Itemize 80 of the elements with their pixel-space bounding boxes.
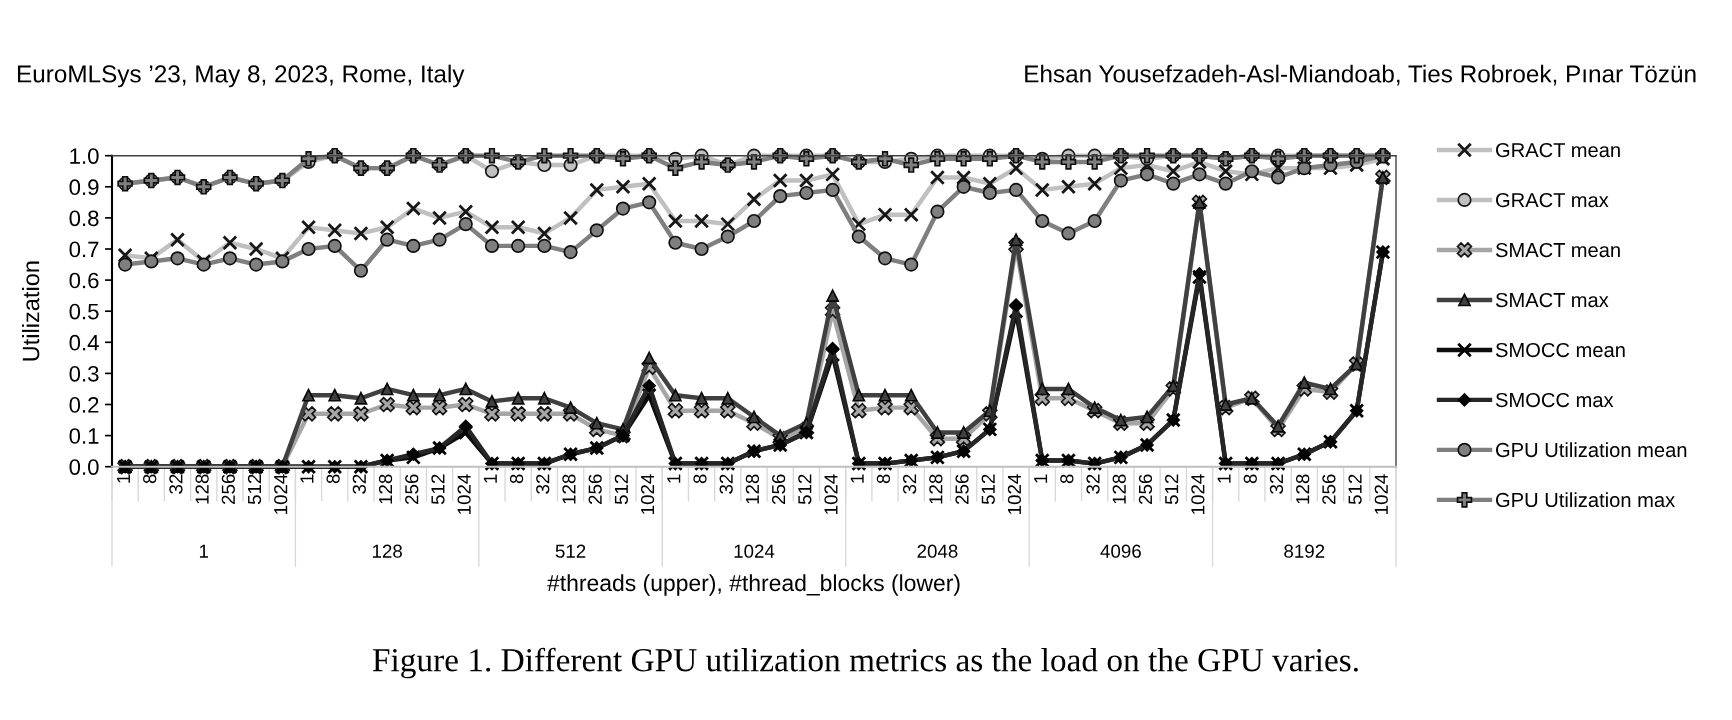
x-tick-label: 8: [1243, 474, 1257, 484]
text: 1024: [734, 544, 775, 558]
legend-label: GRACT mean: [1496, 142, 1620, 158]
x-tick-label: 8: [1060, 474, 1074, 484]
x-tick-label: 1: [117, 474, 130, 483]
x-tick-label: 512: [981, 474, 995, 505]
legend-label: GRACT max: [1496, 192, 1609, 208]
x-tick-label: 256: [405, 474, 419, 504]
x-tick-label: 128: [378, 474, 393, 504]
x-tick-label: 512: [798, 474, 812, 505]
x-tick-label: 32: [536, 474, 550, 494]
text: 2048: [917, 544, 958, 558]
y-tick-label: 0.2: [69, 397, 99, 413]
x-tick-label: 256: [588, 474, 602, 504]
text: EuroMLSys ’23, May 8, 2023, Rome, Italy: [17, 64, 465, 88]
x-tick-label: 1: [300, 474, 314, 483]
legend-label: SMOCC mean: [1495, 342, 1625, 358]
x-tick-label: 1024: [640, 474, 655, 514]
x-tick-label: 1024: [1007, 474, 1022, 514]
text: 4096: [1100, 544, 1141, 558]
y-tick-label: 0.9: [69, 179, 99, 196]
x-tick-label: 512: [1165, 474, 1179, 505]
legend-label: GPU Utilization mean: [1496, 442, 1687, 458]
x-tick-label: 512: [1348, 474, 1362, 505]
y-tick-label: 0.5: [69, 303, 99, 320]
x-tick-label: 8: [876, 474, 891, 484]
x-tick-label: 128: [1296, 474, 1310, 504]
x-tick-label: 512: [431, 474, 445, 505]
x-tick-label: 512: [247, 474, 262, 505]
text: Ehsan Yousefzadeh-Asl-Miandoab, Ties Robroek, Pınar Tözün: [1025, 64, 1696, 86]
legend-label: SMACT max: [1495, 292, 1609, 308]
y-tick-label: 0.1: [69, 428, 99, 444]
y-tick-label: 0.4: [69, 334, 99, 351]
x-tick-label: 32: [1269, 474, 1284, 494]
x-tick-label: 1024: [274, 474, 288, 514]
x-tick-label: 32: [902, 474, 917, 494]
x-tick-label: 32: [352, 474, 366, 494]
text: 8192: [1284, 544, 1325, 558]
x-tick-label: 8: [693, 474, 707, 484]
x-tick-label: 1024: [824, 474, 838, 514]
x-tick-label: 1024: [457, 474, 471, 514]
legend-label: SMACT mean: [1495, 242, 1620, 258]
y-tick-label: 0.6: [69, 272, 99, 289]
x-tick-label: 32: [719, 474, 733, 494]
x-tick-label: 1: [1217, 474, 1231, 483]
x-tick-label: 1: [483, 474, 497, 483]
y-tick-label: 0.0: [69, 459, 99, 475]
y-tick-label: 1.0: [70, 148, 99, 164]
x-tick-label: 8: [509, 474, 524, 484]
x-tick-label: 128: [929, 474, 943, 504]
text: Figure 1. Different GPU utilization metrics as the load on the GPU varies.: [372, 647, 1358, 679]
x-tick-label: 1024: [1191, 474, 1205, 514]
text: 1: [199, 544, 209, 558]
x-tick-label: 256: [221, 474, 235, 504]
x-tick-label: 128: [195, 474, 209, 504]
x-tick-label: 128: [562, 474, 576, 504]
x-tick-label: 1: [667, 474, 681, 483]
x-tick-label: 1: [850, 474, 864, 483]
x-tick-label: 128: [745, 474, 760, 504]
y-tick-label: 0.3: [69, 365, 99, 382]
x-tick-label: 32: [169, 474, 183, 494]
text: 128: [372, 544, 402, 558]
x-tick-label: 8: [326, 474, 340, 484]
legend-label: GPU Utilization max: [1496, 492, 1675, 508]
x-tick-label: 256: [771, 474, 786, 504]
x-tick-label: 32: [1086, 474, 1100, 494]
legend-label: SMOCC max: [1495, 392, 1614, 408]
y-tick-label: 0.7: [69, 241, 99, 258]
y-axis-title: Utilization: [22, 261, 40, 361]
x-tick-label: 8: [143, 474, 157, 484]
x-axis-title: #threads (upper), #thread_blocks (lower): [547, 574, 960, 596]
x-tick-label: 128: [1112, 474, 1126, 504]
x-tick-label: 256: [955, 474, 969, 504]
x-tick-label: 256: [1138, 474, 1153, 504]
y-tick-label: 0.8: [69, 210, 99, 227]
x-tick-label: 1024: [1374, 474, 1388, 514]
text: 512: [555, 544, 586, 558]
x-tick-label: 256: [1322, 474, 1336, 504]
x-tick-label: 512: [614, 474, 629, 505]
x-tick-label: 1: [1034, 474, 1048, 483]
